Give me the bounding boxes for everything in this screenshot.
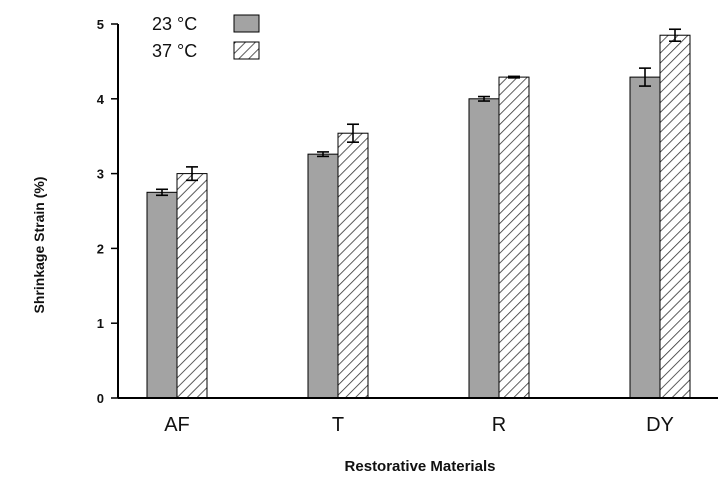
x-tick-label: R <box>492 414 506 436</box>
error-bar <box>478 95 490 102</box>
legend-label: 37 °C <box>152 41 197 61</box>
bar-t-series-1 <box>307 153 339 399</box>
legend-item: 37 °C <box>152 41 260 61</box>
bar-t-series-2 <box>337 132 369 399</box>
x-axis-label: Restorative Materials <box>345 458 496 475</box>
error-bar <box>669 28 681 43</box>
bars-layer <box>146 34 691 399</box>
error-bar <box>317 151 329 158</box>
y-tick-label: 4 <box>97 92 105 107</box>
error-bar <box>156 188 168 197</box>
bar-dy-series-2 <box>659 34 691 399</box>
error-bar <box>508 75 520 79</box>
y-tick-label: 2 <box>97 241 104 256</box>
bar-r-series-1 <box>468 98 500 399</box>
bar-r-series-2 <box>498 76 530 399</box>
legend-swatch <box>233 41 260 60</box>
bar-af-series-1 <box>146 191 178 399</box>
y-tick-label: 5 <box>97 17 104 32</box>
error-bar <box>186 166 198 182</box>
error-bar <box>639 67 651 87</box>
legend-swatch <box>233 14 260 33</box>
x-tick-label: AF <box>164 414 190 436</box>
x-ticks: AF T R DY <box>164 414 674 436</box>
error-bars-layer <box>156 28 681 197</box>
error-bar <box>347 123 359 143</box>
y-tick-label: 1 <box>97 316 104 331</box>
legend-item: 23 °C <box>152 14 260 34</box>
x-tick-label: DY <box>646 414 674 436</box>
y-ticks: 0 1 2 3 4 5 <box>97 17 118 406</box>
y-tick-label: 3 <box>97 167 104 182</box>
legend: 23 °C 37 °C <box>152 14 260 61</box>
axes: 0 1 2 3 4 5 AF T R DY <box>97 17 718 436</box>
y-axis-label: Shrinkage Strain (%) <box>31 177 47 314</box>
bar-af-series-2 <box>176 173 208 399</box>
legend-label: 23 °C <box>152 14 197 34</box>
x-tick-label: T <box>332 414 344 436</box>
y-tick-label: 0 <box>97 391 104 406</box>
bar-dy-series-1 <box>629 76 661 399</box>
